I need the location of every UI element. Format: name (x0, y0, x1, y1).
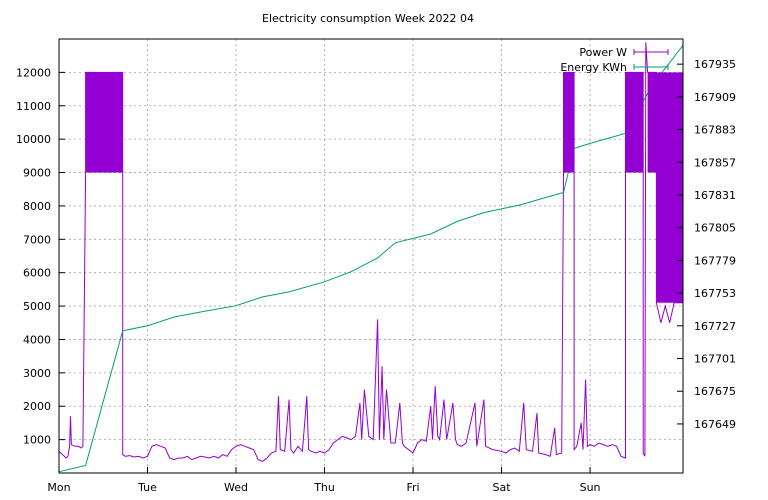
series-line-energy (58, 44, 684, 473)
grid-lines (58, 39, 683, 473)
y-tick-label: 6000 (23, 267, 51, 280)
x-tick-label: Tue (137, 481, 157, 494)
y-tick-label: 9000 (23, 167, 51, 180)
y-tick-label: 1000 (23, 434, 51, 447)
y2-tick-label: 167805 (694, 222, 736, 235)
legend-label: Energy KWh (560, 61, 627, 74)
x-tick-label: Sat (493, 481, 512, 494)
x-tick-label: Wed (224, 481, 248, 494)
y2-tick-label: 167649 (694, 418, 736, 431)
x-tick-label: Mon (47, 481, 70, 494)
power-saturation-band (647, 72, 657, 173)
power-saturation-band (625, 72, 644, 173)
y-tick-label: 12000 (16, 66, 51, 79)
x-tick-label: Fri (406, 481, 419, 494)
legend: Power W Energy KWh (560, 46, 669, 74)
power-saturation-band (85, 72, 123, 173)
x-tick-label: Sun (580, 481, 601, 494)
chart-title: Electricity consumption Week 2022 04 (262, 12, 474, 25)
y2-tick-label: 167909 (694, 91, 736, 104)
y2-tick-label: 167883 (694, 124, 736, 137)
plot-area (58, 42, 684, 473)
power-high-load-block (656, 72, 683, 303)
y2-tick-label: 167935 (694, 58, 736, 71)
series-line-power (58, 42, 683, 462)
axes: 1000 2000 3000 4000 5000 6000 7000 8000 9000 1000… (16, 58, 736, 494)
y2-tick-label: 167701 (694, 353, 736, 366)
y-tick-label: 2000 (23, 400, 51, 413)
legend-label: Power W (579, 46, 627, 59)
power-saturation-band (563, 72, 575, 173)
y2-tick-label: 167727 (694, 320, 736, 333)
y-tick-label: 3000 (23, 367, 51, 380)
y2-tick-label: 167779 (694, 254, 736, 267)
y2-tick-label: 167675 (694, 385, 736, 398)
y2-tick-label: 167857 (694, 156, 736, 169)
y-tick-label: 10000 (16, 133, 51, 146)
y2-tick-label: 167753 (694, 287, 736, 300)
y-tick-label: 5000 (23, 300, 51, 313)
y-tick-label: 11000 (16, 100, 51, 113)
x-tick-label: Thu (313, 481, 335, 494)
y2-tick-label: 167831 (694, 189, 736, 202)
y-tick-label: 7000 (23, 233, 51, 246)
y-tick-label: 4000 (23, 333, 51, 346)
plot-frame (58, 38, 684, 474)
y-tick-label: 8000 (23, 200, 51, 213)
